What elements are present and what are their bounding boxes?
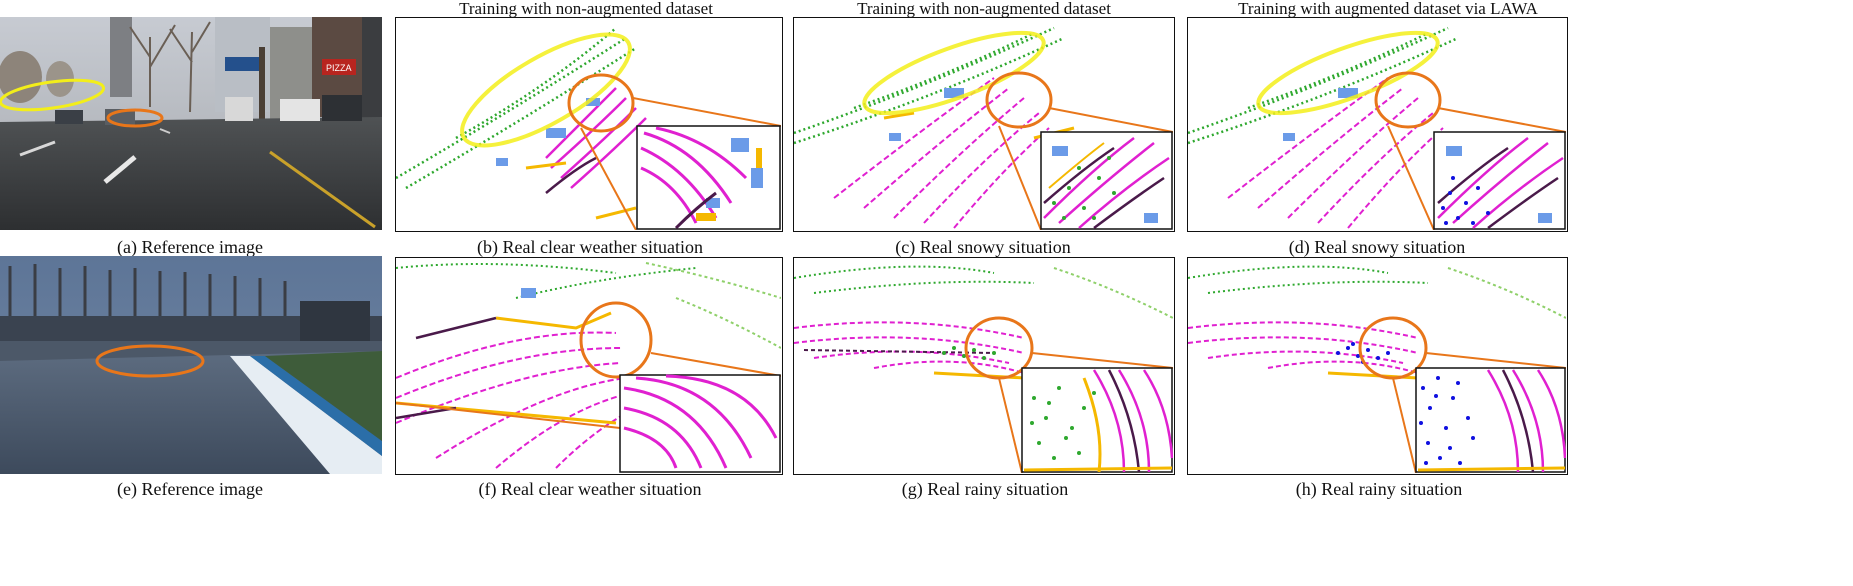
caption-e: (e) Reference image [117, 479, 263, 499]
lidar-panel-c [793, 17, 1175, 232]
pizza-sign: PIZZA [326, 63, 352, 73]
lidar-panel-f [395, 257, 783, 475]
caption-a: (a) Reference image [117, 237, 263, 257]
caption-d: (d) Real snowy situation [1288, 237, 1466, 257]
caption-c: (c) Real snowy situation [895, 237, 1071, 257]
caption-h: (h) Real rainy situation [1295, 479, 1463, 499]
reference-image-track [0, 256, 382, 474]
column-header-2: Training with non-augmented dataset [857, 0, 1111, 18]
caption-b: (b) Real clear weather situation [477, 237, 703, 257]
column-header-1: Training with non-augmented dataset [459, 0, 713, 18]
caption-f: (f) Real clear weather situation [478, 479, 702, 499]
column-header-3: Training with augmented dataset via LAWA [1238, 0, 1538, 18]
lidar-panel-g [793, 257, 1175, 475]
reference-image-city: PIZZA [0, 17, 382, 230]
caption-g: (g) Real rainy situation [901, 479, 1069, 499]
lidar-panel-h [1187, 257, 1568, 475]
lidar-panel-b [395, 17, 783, 232]
lidar-panel-d [1187, 17, 1568, 232]
